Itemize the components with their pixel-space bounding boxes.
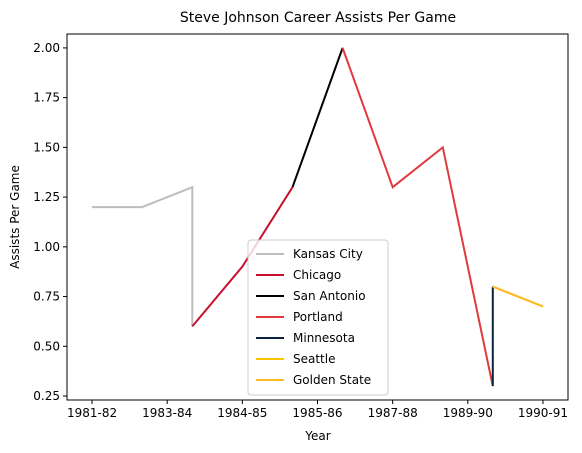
x-axis: 1981-82 1983-84 1984-85 1985-86 1987-88 1989-… <box>67 400 568 420</box>
y-tick-label: 1.75 <box>33 91 60 105</box>
legend-label-minnesota: Minnesota <box>293 331 355 345</box>
legend-label-san-antonio: San Antonio <box>293 289 366 303</box>
legend-label-portland: Portland <box>293 310 343 324</box>
series-line-kansas-city <box>92 185 194 327</box>
x-axis-title: Year <box>304 429 330 443</box>
legend-label-seattle: Seattle <box>293 352 335 366</box>
x-tick-label: 1987-88 <box>368 406 418 420</box>
y-tick-label: 2.00 <box>33 41 60 55</box>
legend-label-chicago: Chicago <box>293 268 341 282</box>
y-axis-title: Assists Per Game <box>8 165 22 269</box>
legend-box <box>247 239 389 396</box>
series-line-san-antonio <box>291 47 344 188</box>
series-line-golden-state <box>492 285 544 308</box>
chart-title: Steve Johnson Career Assists Per Game <box>180 10 456 26</box>
x-tick-label: 1990-91 <box>518 406 568 420</box>
x-tick-label: 1985-86 <box>292 406 342 420</box>
y-axis: 0.25 0.50 0.75 1.00 1.25 1.50 1.75 2.00 <box>33 41 67 403</box>
x-tick-label: 1989-90 <box>443 406 493 420</box>
legend: Kansas City Chicago San Antonio Portland Min… <box>247 239 389 396</box>
x-tick-label: 1983-84 <box>142 406 192 420</box>
y-tick-label: 0.25 <box>33 389 60 403</box>
series-layer <box>92 47 544 387</box>
series-line-chicago <box>191 186 294 328</box>
legend-label-golden-state: Golden State <box>293 373 371 387</box>
x-tick-label: 1984-85 <box>217 406 267 420</box>
y-tick-label: 0.75 <box>33 290 60 304</box>
y-tick-label: 0.50 <box>33 339 60 353</box>
legend-label-kansas-city: Kansas City <box>293 247 363 261</box>
x-tick-label: 1981-82 <box>67 406 117 420</box>
y-tick-label: 1.50 <box>33 140 60 154</box>
series-line-portland <box>341 47 494 387</box>
y-tick-label: 1.00 <box>33 240 60 254</box>
y-tick-label: 1.25 <box>33 190 60 204</box>
